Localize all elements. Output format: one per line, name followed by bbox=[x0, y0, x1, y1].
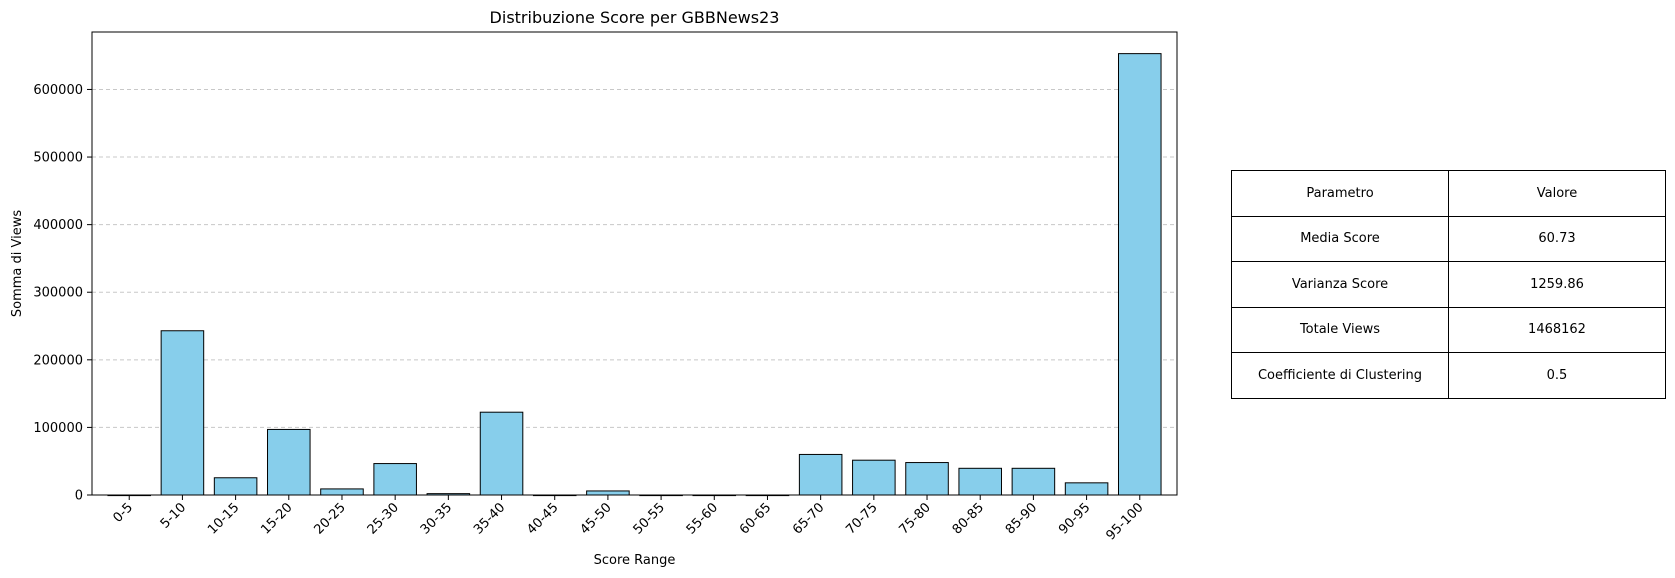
bar bbox=[479, 411, 524, 496]
bar bbox=[905, 462, 949, 496]
param-cell: Coefficiente di Clustering bbox=[1231, 352, 1449, 399]
x-tick-label: 90-95 bbox=[1056, 500, 1093, 537]
x-axis-ticks: 0-5 5-10 10-15 15-20 20-25 25-30 30-35 35-40 40-… bbox=[110, 495, 1147, 543]
bar bbox=[267, 428, 311, 496]
x-tick-label: 50-55 bbox=[631, 500, 668, 537]
value-cell: 0.5 bbox=[1448, 352, 1666, 399]
gridlines bbox=[92, 88, 1177, 428]
table-header-row: Parametro Valore bbox=[1231, 170, 1666, 217]
x-tick-label: 25-30 bbox=[365, 500, 402, 537]
x-tick-label: 70-75 bbox=[843, 500, 880, 537]
header-value-cell: Valore bbox=[1448, 170, 1666, 217]
x-tick-label: 10-15 bbox=[205, 500, 242, 537]
y-tick-label: 500000 bbox=[33, 151, 83, 166]
value-cell: 60.73 bbox=[1448, 215, 1666, 262]
table-row: Totale Views 1468162 bbox=[1231, 306, 1666, 353]
chart-title: Distribuzione Score per GBBNews23 bbox=[490, 8, 780, 27]
bar bbox=[373, 463, 417, 496]
y-axis-label: Somma di Views bbox=[10, 210, 25, 317]
table-row: Media Score 60.73 bbox=[1231, 215, 1666, 262]
x-tick-label: 80-85 bbox=[950, 500, 987, 537]
param-cell: Totale Views bbox=[1231, 306, 1449, 353]
x-tick-label: 95-100 bbox=[1103, 500, 1146, 543]
bar bbox=[1117, 53, 1162, 496]
x-tick-label: 65-70 bbox=[790, 500, 827, 537]
bar bbox=[160, 330, 205, 496]
table-row: Varianza Score 1259.86 bbox=[1231, 261, 1666, 308]
x-tick-label: 35-40 bbox=[471, 500, 508, 537]
bar bbox=[320, 488, 364, 496]
x-tick-label: 75-80 bbox=[897, 500, 934, 537]
x-tick-label: 30-35 bbox=[418, 500, 455, 537]
y-tick-label: 100000 bbox=[33, 421, 83, 436]
y-tick-label: 200000 bbox=[33, 353, 83, 368]
table-row: Coefficiente di Clustering 0.5 bbox=[1231, 352, 1666, 399]
value-cell: 1259.86 bbox=[1448, 261, 1666, 308]
x-tick-label: 55-60 bbox=[684, 500, 721, 537]
param-cell: Media Score bbox=[1231, 215, 1449, 262]
y-axis-ticks: 0 100000 200000 300000 400000 500000 600000 bbox=[33, 83, 92, 504]
bar bbox=[586, 490, 630, 496]
y-tick-label: 0 bbox=[75, 489, 83, 504]
bar bbox=[798, 453, 843, 496]
x-tick-label: 60-65 bbox=[737, 500, 774, 537]
bar bbox=[213, 477, 258, 496]
y-tick-label: 300000 bbox=[33, 286, 83, 301]
x-tick-label: 40-45 bbox=[524, 500, 561, 537]
bar-chart: 0 100000 200000 300000 400000 500000 600000 0-… bbox=[10, 8, 1178, 568]
y-tick-label: 400000 bbox=[33, 218, 83, 233]
x-tick-label: 15-20 bbox=[258, 500, 295, 537]
x-tick-label: 85-90 bbox=[1003, 500, 1040, 537]
x-axis-label: Score Range bbox=[594, 553, 676, 568]
param-cell: Varianza Score bbox=[1231, 261, 1449, 308]
bar bbox=[1011, 467, 1056, 496]
parameters-table: Parametro Valore Media Score 60.73 Varia… bbox=[1231, 170, 1666, 399]
bar bbox=[852, 459, 896, 496]
value-cell: 1468162 bbox=[1448, 306, 1666, 353]
plot-frame bbox=[91, 31, 1178, 496]
bar bbox=[958, 467, 1002, 496]
header-param-cell: Parametro bbox=[1231, 170, 1449, 217]
x-tick-label: 20-25 bbox=[311, 500, 348, 537]
x-tick-label: 0-5 bbox=[110, 500, 136, 526]
bars bbox=[107, 53, 1162, 497]
y-tick-label: 600000 bbox=[33, 83, 83, 98]
x-tick-label: 45-50 bbox=[577, 500, 614, 537]
x-tick-label: 5-10 bbox=[158, 500, 189, 531]
bar bbox=[1064, 482, 1109, 496]
